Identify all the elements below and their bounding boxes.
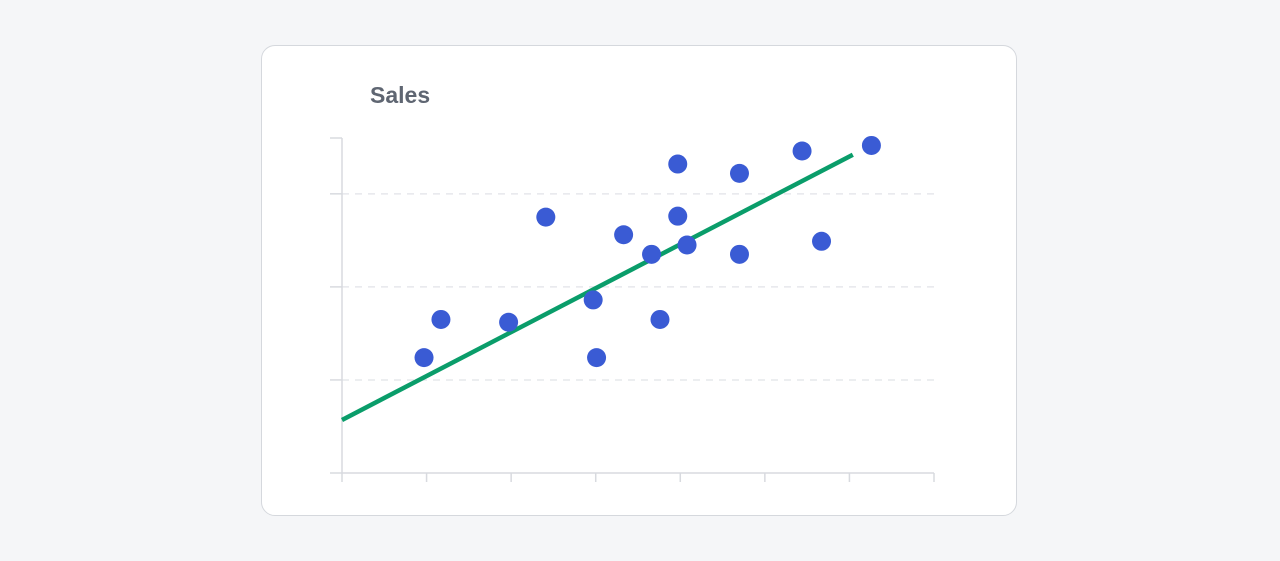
point	[614, 225, 634, 245]
chart-card	[261, 45, 1017, 516]
point	[729, 163, 749, 183]
point	[536, 207, 556, 227]
point	[668, 154, 688, 174]
point	[583, 290, 603, 310]
point	[650, 309, 670, 329]
point	[587, 348, 607, 368]
point	[642, 244, 662, 264]
point	[861, 135, 881, 155]
chart-title: Sales	[370, 82, 430, 108]
point	[812, 231, 832, 251]
point	[499, 312, 519, 332]
point	[668, 206, 688, 226]
trend-line	[340, 152, 854, 422]
point	[729, 244, 749, 264]
point	[677, 235, 697, 255]
point	[414, 348, 434, 368]
point	[792, 141, 812, 161]
point	[431, 309, 451, 329]
